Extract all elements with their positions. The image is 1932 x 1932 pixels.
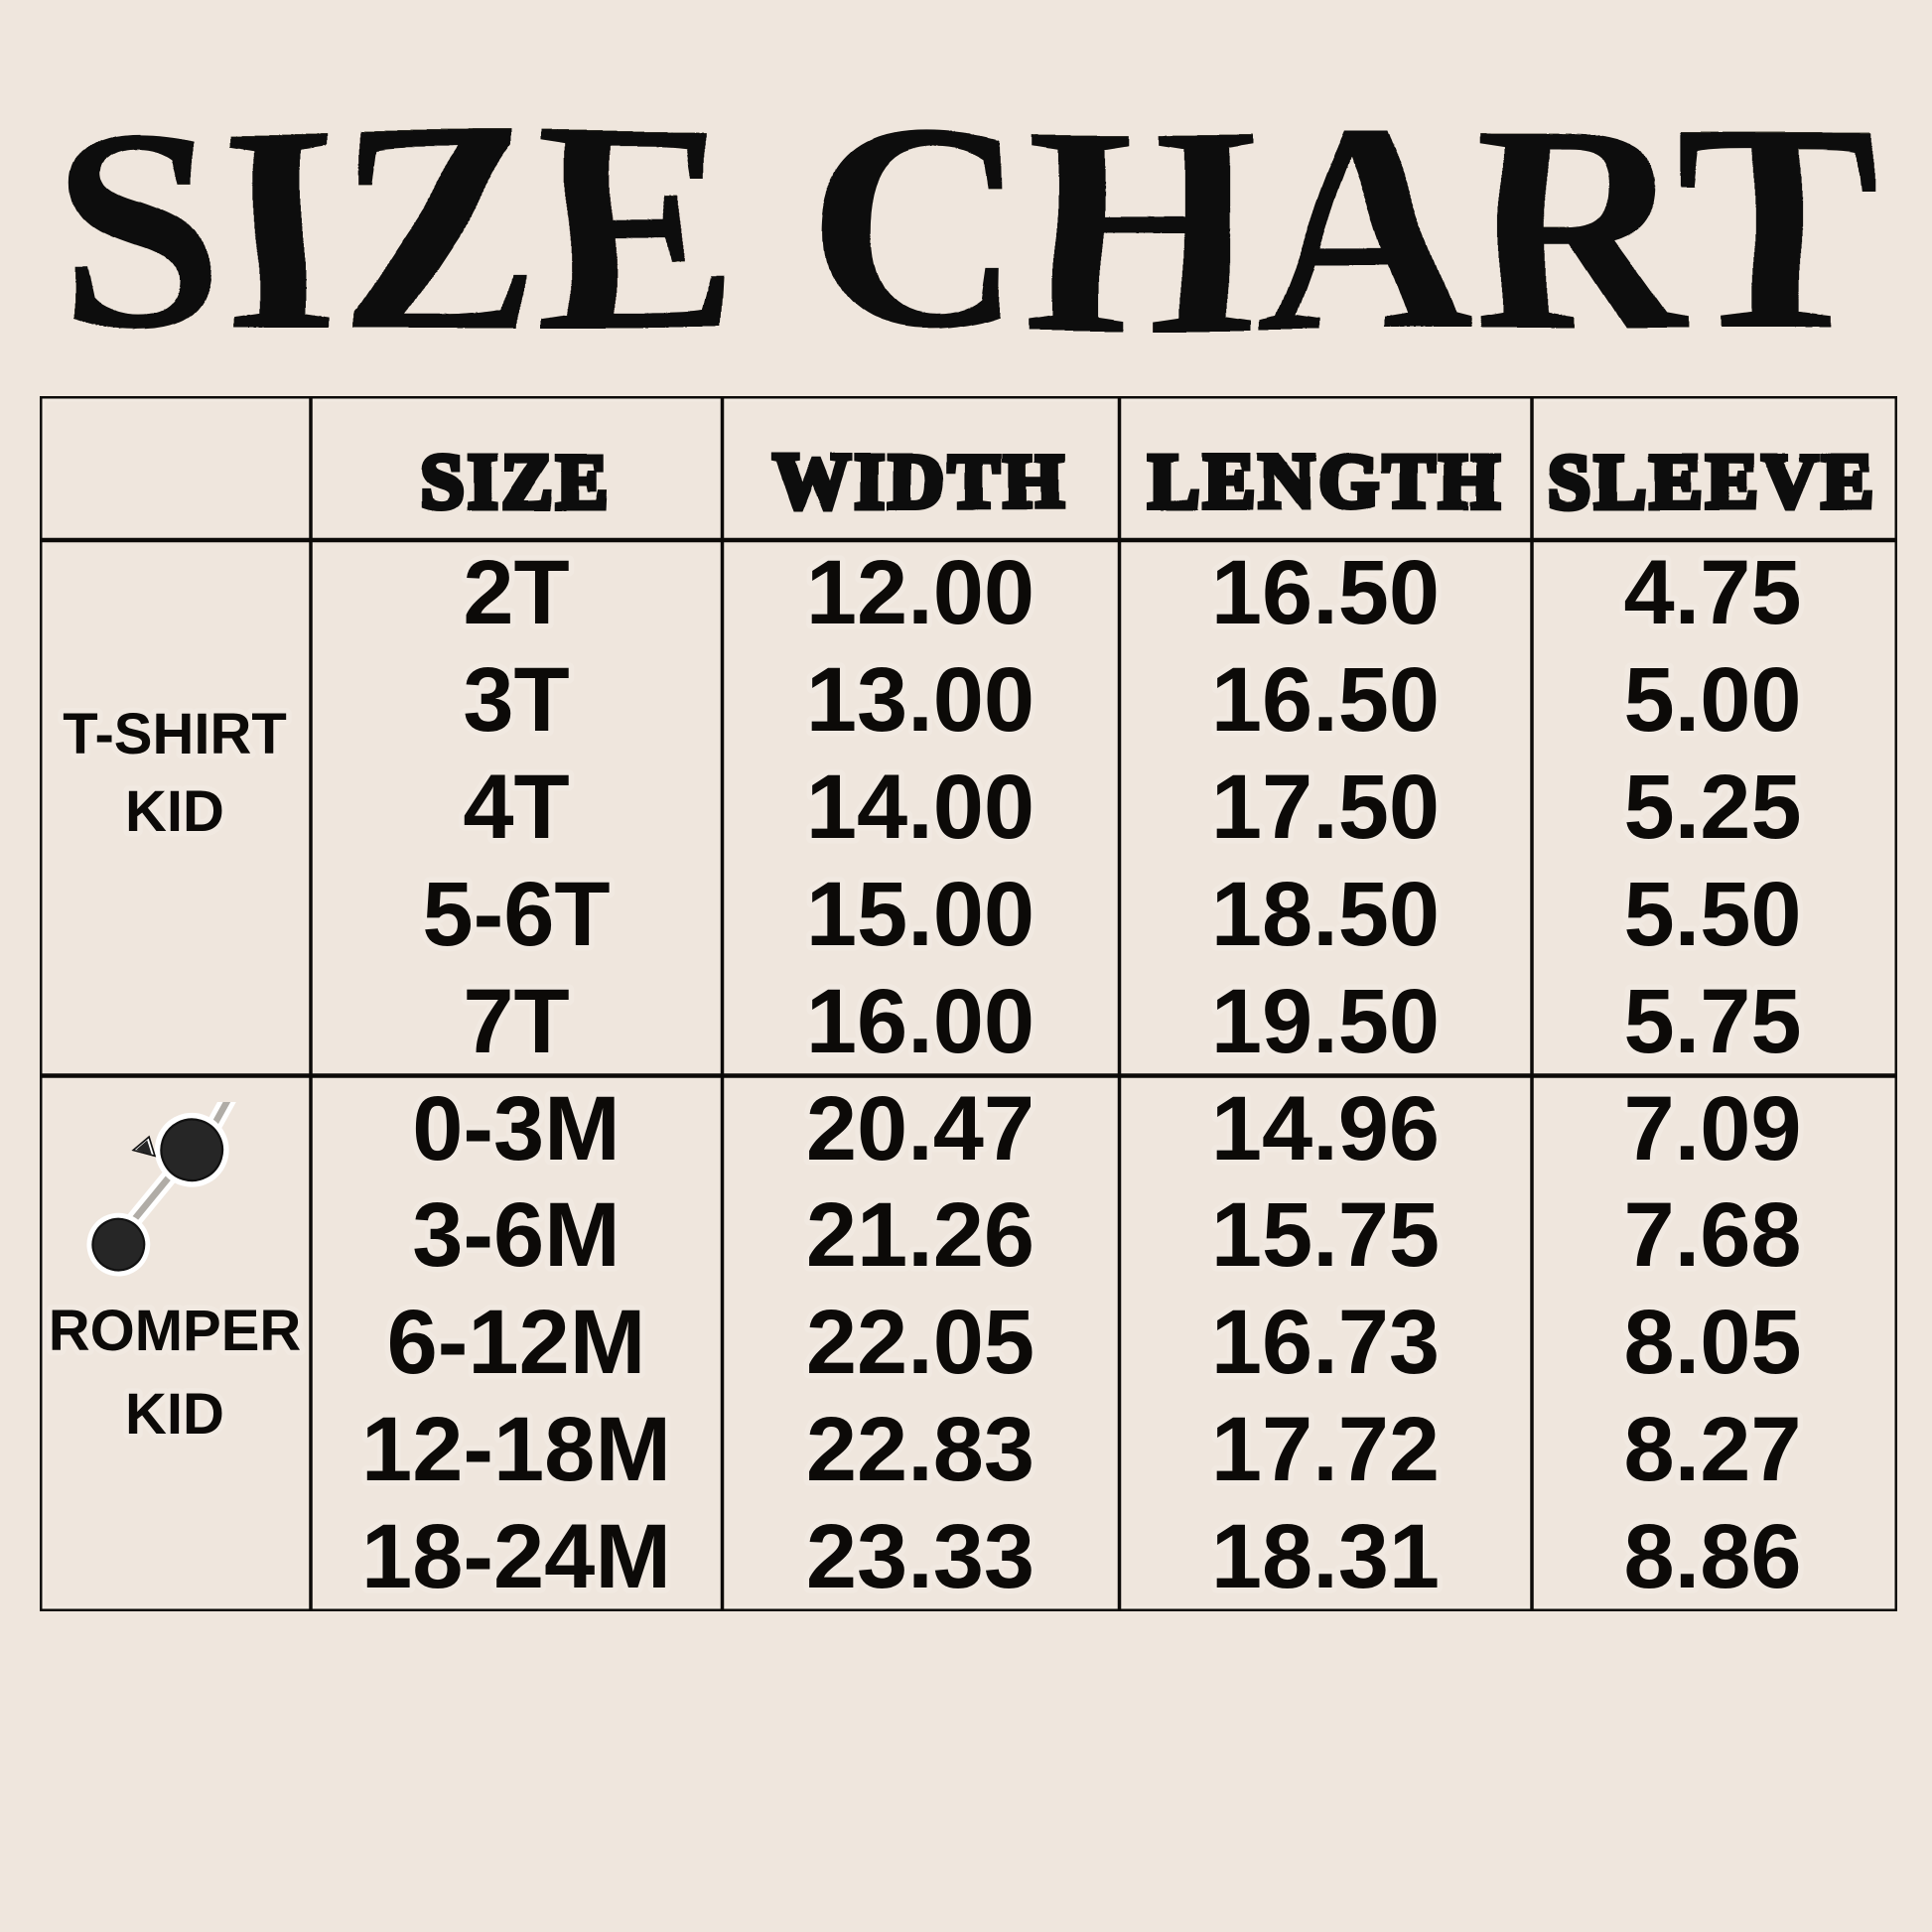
svg-text:SIZE CHART: SIZE CHART bbox=[57, 63, 1875, 357]
